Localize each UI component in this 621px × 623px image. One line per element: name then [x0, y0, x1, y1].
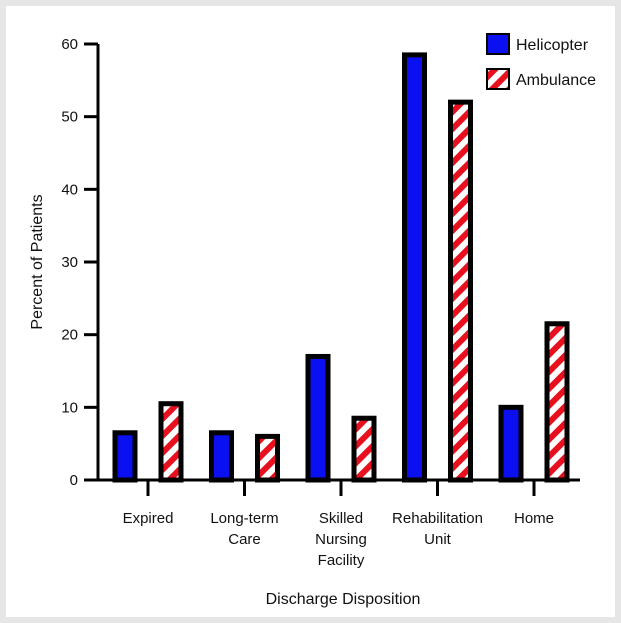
bar-ambulance-4	[544, 321, 570, 483]
chart-frame	[6, 6, 615, 617]
y-axis-title: Percent of Patients	[29, 194, 46, 329]
x-tick-label-3-1: Unit	[424, 531, 452, 548]
x-tick-label-0-0: Expired	[123, 510, 174, 527]
x-tick-label-2-0: Skilled	[319, 510, 363, 527]
bar-ambulance-1	[255, 433, 280, 483]
bar-ambulance-2	[351, 415, 377, 483]
bars-group	[112, 52, 570, 483]
x-tick-label-2-1: Nursing	[315, 531, 367, 548]
legend-swatch-ambulance	[486, 68, 510, 90]
legend-swatch-helicopter	[486, 33, 510, 55]
bar-helicopter-0	[112, 430, 138, 483]
axes-group	[84, 42, 580, 496]
legend-label-ambulance: Ambulance	[516, 72, 596, 89]
x-axis-title: Discharge Disposition	[266, 591, 421, 608]
x-tick-label-3-0: Rehabilitation	[392, 510, 483, 527]
y-tick-label-0: 0	[70, 472, 78, 489]
x-tick-label-1-0: Long-term	[210, 510, 278, 527]
y-tick-label-2: 20	[61, 327, 78, 344]
labels-group: Expired Long-term Care Skilled Nursing Facili…	[29, 36, 554, 608]
bar-ambulance-3	[448, 99, 473, 483]
legend-label-helicopter: Helicopter	[516, 37, 589, 54]
bar-ambulance-0	[158, 401, 184, 483]
legend: Helicopter Ambulance	[486, 33, 596, 90]
y-tick-label-3: 30	[61, 254, 78, 271]
x-tick-label-4-0: Home	[514, 510, 554, 527]
x-tick-label-1-1: Care	[228, 531, 261, 548]
bar-helicopter-3	[402, 52, 427, 483]
y-tick-label-6: 60	[61, 36, 78, 53]
y-tick-label-4: 40	[61, 181, 78, 198]
bar-helicopter-1	[209, 430, 234, 483]
bar-helicopter-2	[305, 353, 331, 483]
x-tick-label-2-2: Facility	[318, 552, 365, 569]
bar-helicopter-4	[498, 404, 524, 483]
y-tick-label-5: 50	[61, 109, 78, 126]
y-tick-label-1: 10	[61, 399, 78, 416]
